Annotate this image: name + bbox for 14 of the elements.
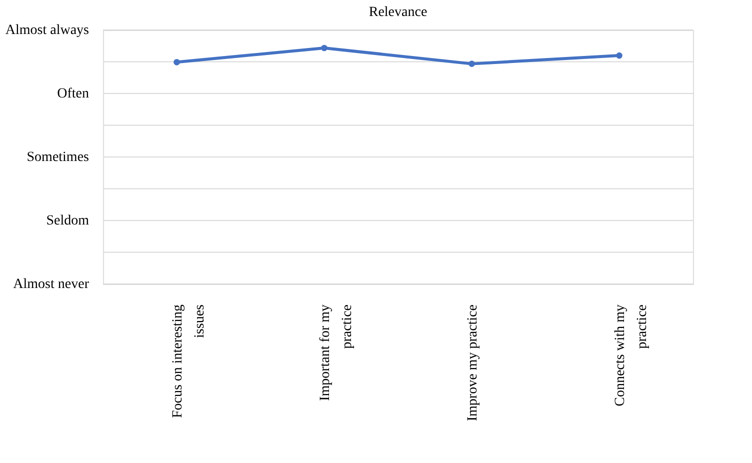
text: Seldom: [46, 214, 90, 228]
text: Almost always: [5, 23, 89, 38]
point: [174, 59, 180, 66]
x-tick-label: Important for my practice: [318, 304, 355, 401]
text: Almost never: [13, 277, 90, 292]
text: Sometimes: [26, 150, 89, 165]
point: [468, 60, 475, 67]
point: [616, 52, 622, 59]
chart-title: Relevance: [368, 5, 428, 20]
point: [321, 44, 328, 52]
x-tick-label: Improve my practice: [465, 304, 480, 422]
x-tick-label: Connects with my practice: [612, 304, 650, 406]
text: Often: [57, 86, 89, 102]
x-tick-label: Focus on interesting issues: [170, 304, 208, 418]
